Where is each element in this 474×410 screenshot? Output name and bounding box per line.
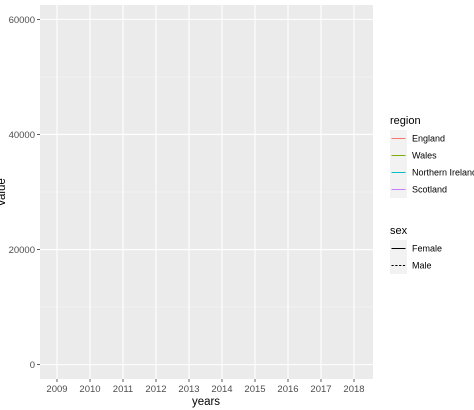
legend-key-background — [390, 257, 407, 274]
y-tick-label: 20000 — [9, 245, 35, 256]
legend-label: Northern Ireland — [412, 168, 474, 178]
y-tick-label: 0 — [30, 360, 35, 371]
major-gridlines — [40, 5, 373, 379]
y-tick-label: 60000 — [9, 15, 35, 26]
x-tick-label: 2015 — [244, 384, 265, 395]
legend-label: Male — [412, 261, 432, 271]
x-tick-label: 2012 — [145, 384, 166, 395]
x-tick-label: 2009 — [46, 384, 67, 395]
x-axis-title: years — [192, 396, 220, 408]
x-tick-label: 2013 — [178, 384, 199, 395]
minor-gridlines — [40, 76, 373, 308]
x-tick-label: 2018 — [343, 384, 364, 395]
legend-label: Scotland — [412, 185, 447, 195]
legend-title: region — [390, 115, 421, 127]
x-tick-label: 2011 — [113, 384, 133, 395]
x-tick-label: 2014 — [211, 384, 232, 395]
y-axis: 0 20000 40000 60000 — [9, 15, 40, 371]
y-tick-label: 40000 — [9, 130, 35, 141]
x-axis: 2009 2010 2011 2012 2013 2014 2015 2016 2017 2018 — [46, 379, 365, 395]
y-axis-title: value — [0, 178, 8, 206]
legend-label: Female — [412, 244, 442, 254]
legend-title: sex — [390, 225, 408, 237]
x-tick-label: 2016 — [277, 384, 298, 395]
x-tick-label: 2017 — [310, 384, 331, 395]
legend-label: England — [412, 134, 445, 144]
x-tick-label: 2010 — [79, 384, 100, 395]
legends: region England Wales Northern Ireland Scotla… — [390, 115, 474, 274]
legend-label: Wales — [412, 151, 437, 161]
